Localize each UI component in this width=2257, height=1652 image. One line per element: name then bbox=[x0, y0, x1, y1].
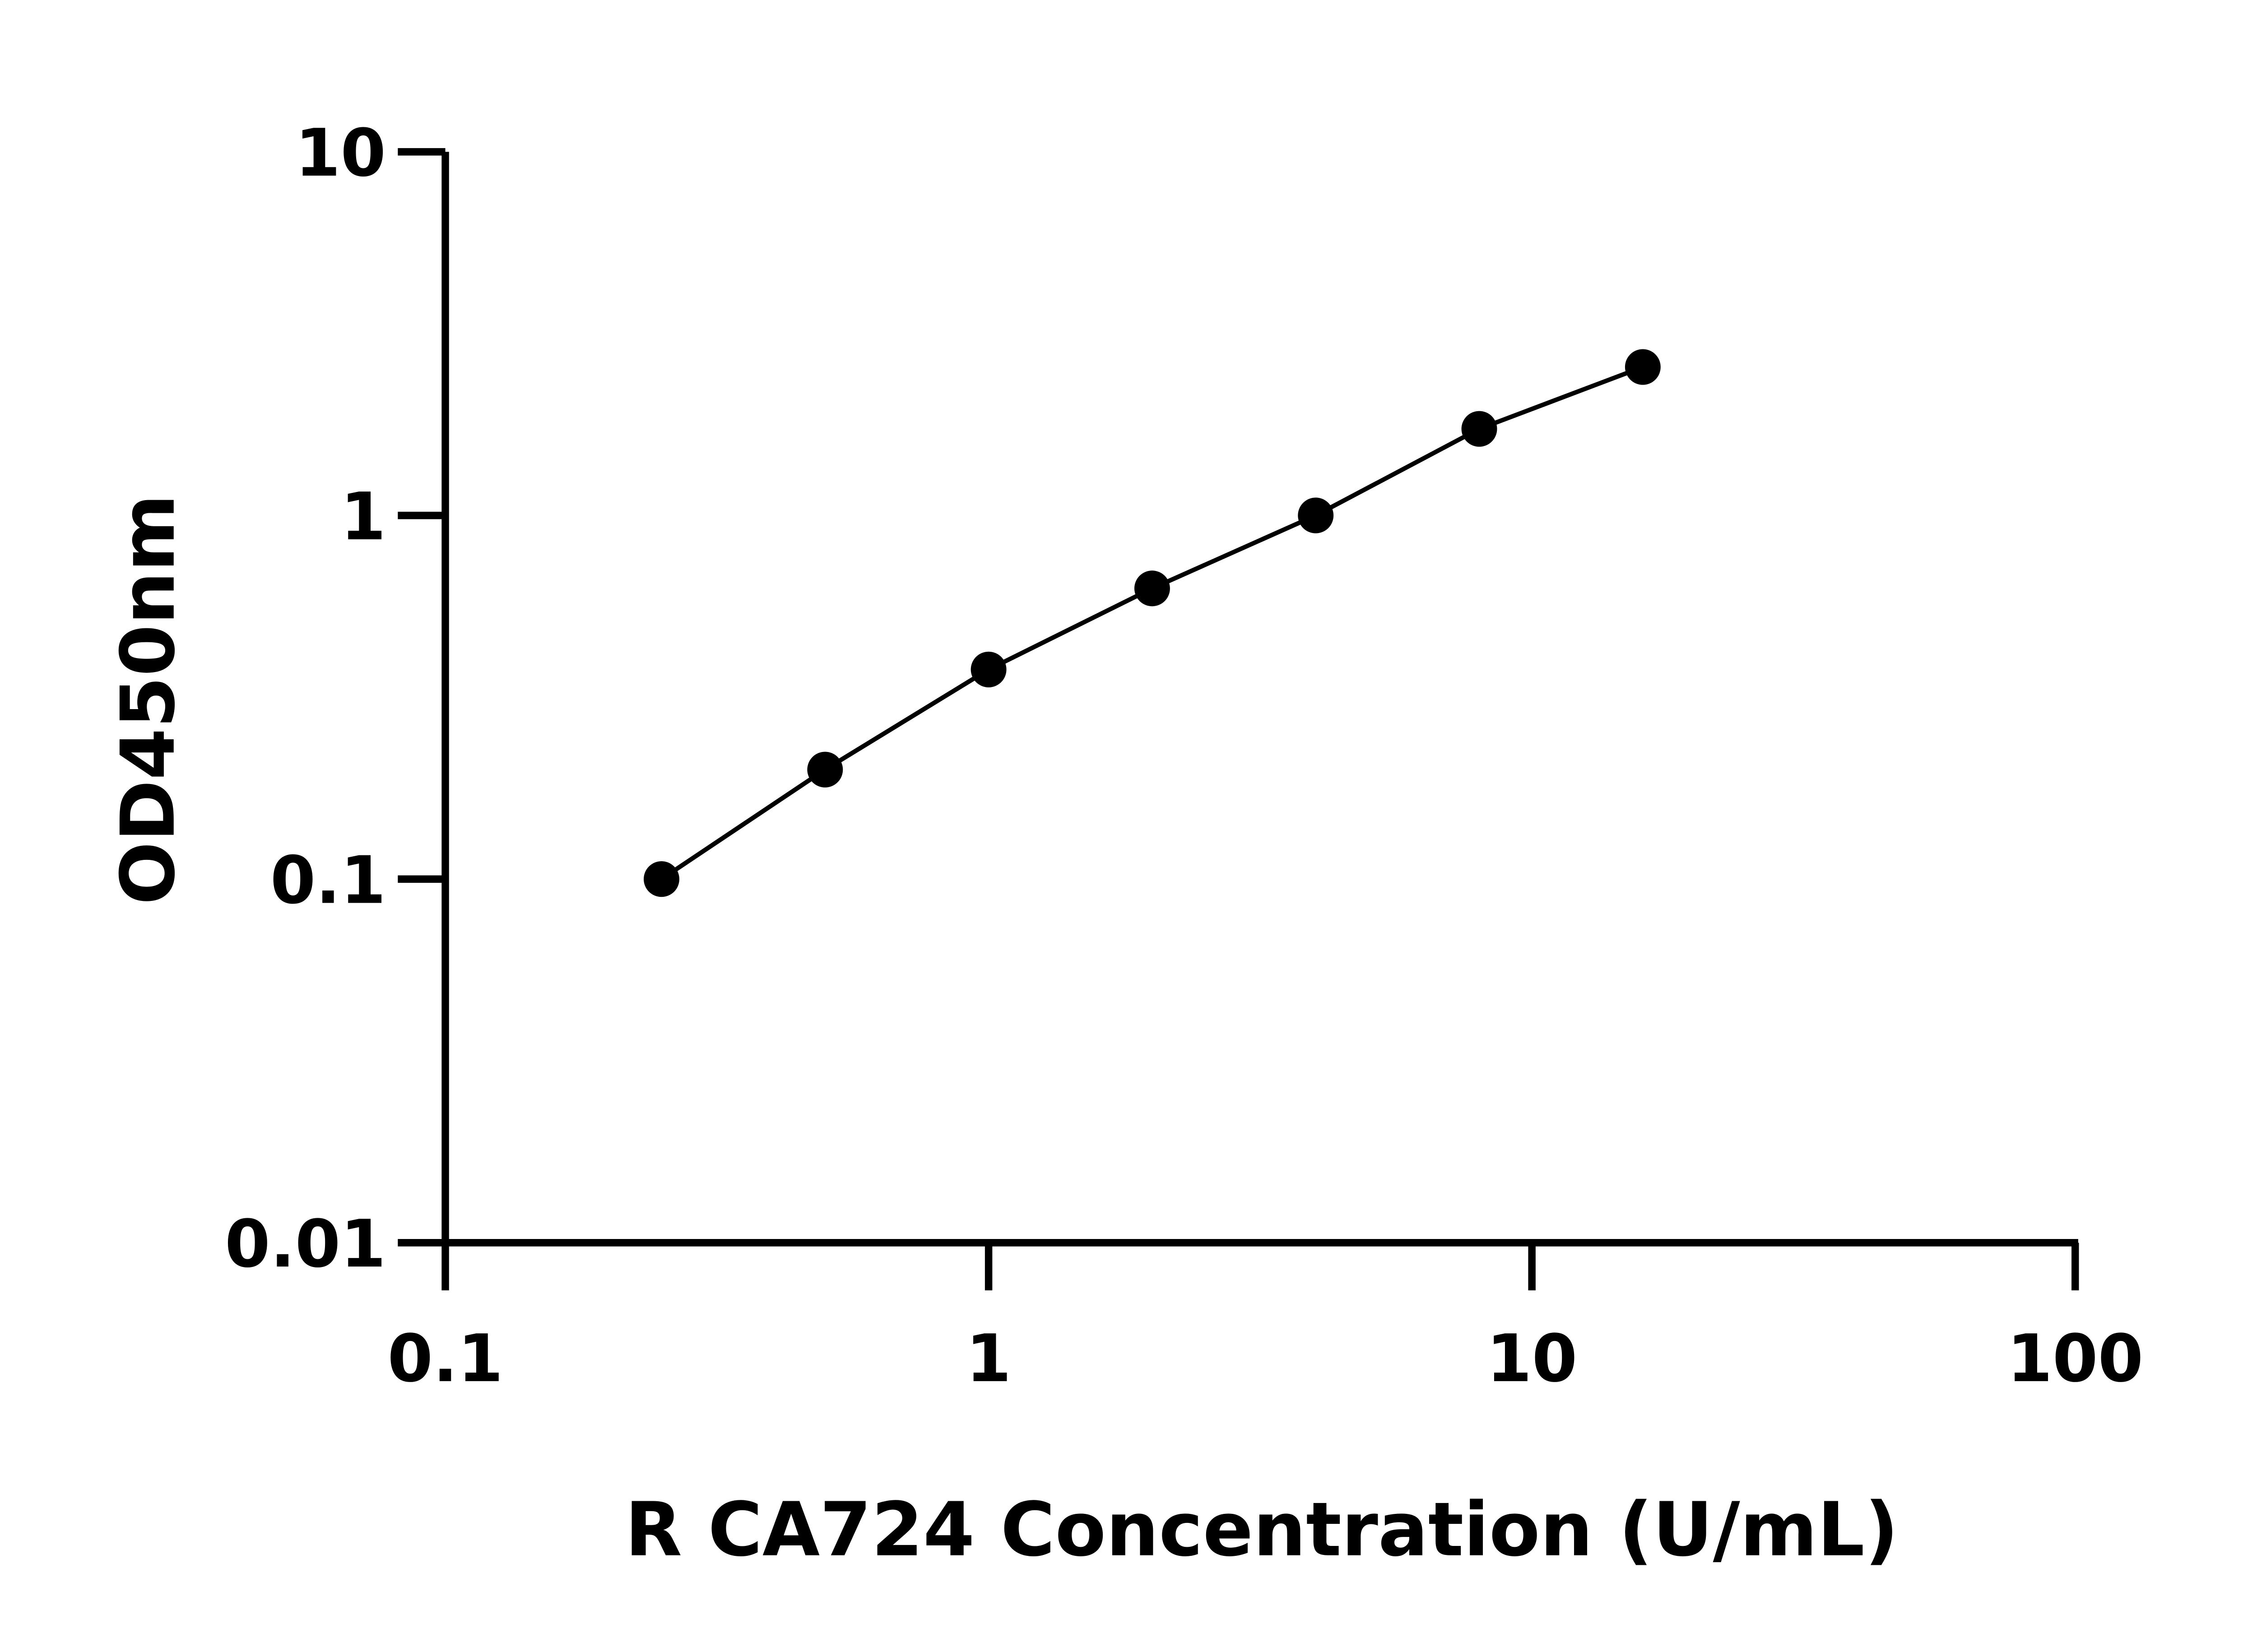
data-point bbox=[1461, 411, 1497, 447]
y-tick-label: 1 bbox=[340, 479, 386, 555]
axes bbox=[441, 152, 2078, 1247]
data-marks bbox=[644, 349, 1661, 897]
x-axis-title: R CA724 Concentration (U/mL) bbox=[625, 1486, 1898, 1573]
y-tick-label: 10 bbox=[295, 116, 386, 191]
x-tick-label: 1 bbox=[966, 1321, 1012, 1397]
data-point bbox=[807, 752, 843, 788]
data-point bbox=[644, 861, 679, 897]
x-tick-label: 0.1 bbox=[387, 1321, 503, 1397]
x-tick-label: 10 bbox=[1486, 1321, 1577, 1397]
y-tick-label: 0.01 bbox=[225, 1207, 386, 1282]
data-point bbox=[971, 651, 1007, 687]
y-tick-label: 0.1 bbox=[270, 843, 386, 919]
data-point bbox=[1298, 497, 1334, 534]
y-axis-title: OD450nm bbox=[105, 494, 191, 905]
fit-curve bbox=[660, 365, 1644, 881]
x-tick-label: 100 bbox=[2007, 1321, 2143, 1397]
data-point bbox=[1625, 349, 1661, 385]
data-point bbox=[1134, 571, 1170, 607]
